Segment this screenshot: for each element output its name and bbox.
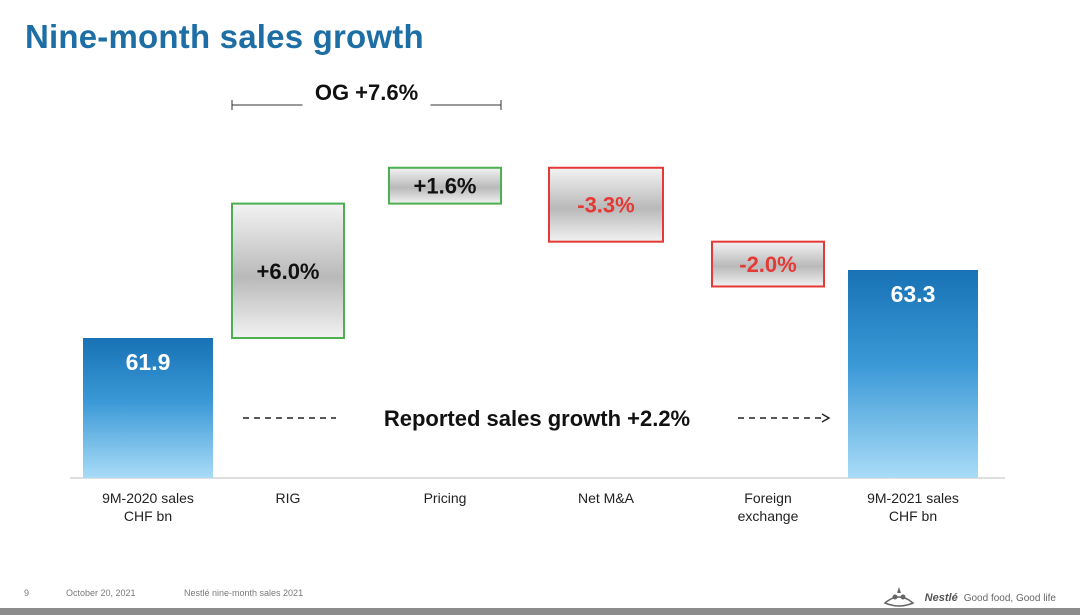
category-label-5-0: 9M-2021 sales xyxy=(867,490,959,506)
bar-0 xyxy=(83,338,213,478)
category-label-5-1: CHF bn xyxy=(889,508,937,524)
bottom-bar xyxy=(0,608,1080,615)
bar-2 xyxy=(388,166,502,205)
nestle-brand-name: Nestlé xyxy=(924,592,958,604)
brand-tagline: Good food, Good life xyxy=(963,592,1056,604)
data-label-5: 63.3 xyxy=(891,281,936,307)
category-label-0-1: CHF bn xyxy=(124,508,172,524)
footer-date: October 20, 2021 xyxy=(66,588,136,598)
data-label-4: -2.0% xyxy=(739,252,796,277)
og-annotation-bg xyxy=(302,80,431,106)
brand-block: Nestlé Good food, Good life xyxy=(879,585,1056,611)
data-label-0: 61.9 xyxy=(126,349,171,375)
data-label-1: +6.0% xyxy=(257,259,320,284)
og-annotation: OG +7.6% xyxy=(315,80,418,105)
category-label-1-0: RIG xyxy=(276,490,301,506)
category-label-0-0: 9M-2020 sales xyxy=(102,490,194,506)
page-number: 9 xyxy=(24,588,30,598)
nestle-nest-logo-icon xyxy=(883,587,915,607)
category-label-3-0: Net M&A xyxy=(578,490,635,506)
data-label-2: +1.6% xyxy=(414,174,477,199)
category-label-4-1: exchange xyxy=(738,508,799,524)
reported-growth-annotation: Reported sales growth +2.2% xyxy=(384,406,690,431)
bar-5 xyxy=(848,270,978,478)
footer-doc-title: Nestlé nine-month sales 2021 xyxy=(184,588,304,598)
bar-4 xyxy=(711,240,825,288)
page-title: Nine-month sales growth xyxy=(25,18,424,55)
waterfall-chart: 61.9 9M-2020 sales CHF bn +6.0% RIG +1.6% Pric… xyxy=(70,80,1005,524)
bar-3 xyxy=(548,166,664,243)
arrow-head-icon xyxy=(821,413,831,423)
category-label-2-0: Pricing xyxy=(424,490,467,506)
data-label-3: -3.3% xyxy=(577,193,634,218)
category-label-4-0: Foreign xyxy=(744,490,791,506)
bar-1 xyxy=(231,202,345,339)
